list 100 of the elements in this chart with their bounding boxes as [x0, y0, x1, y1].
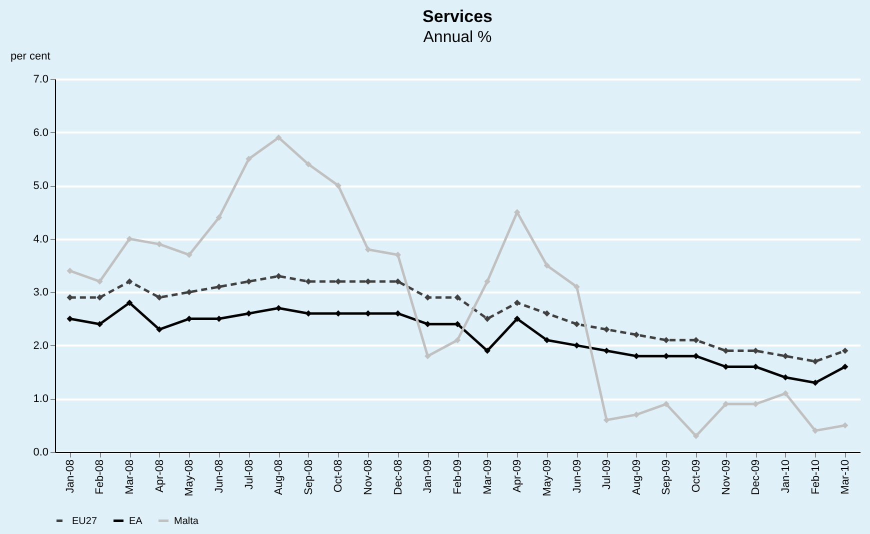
point	[96, 320, 103, 328]
point	[454, 294, 461, 301]
y-tick-label: 2.0	[33, 340, 48, 352]
point	[394, 310, 402, 317]
point	[842, 364, 848, 370]
point	[454, 320, 461, 328]
point	[246, 156, 252, 162]
point	[574, 320, 580, 328]
point	[692, 432, 700, 440]
point	[544, 336, 550, 344]
x-tick-label: Feb-08	[94, 460, 106, 494]
legend-label: Malta	[174, 516, 199, 527]
point	[186, 252, 192, 258]
x-tick-label: May-08	[184, 460, 196, 496]
point	[782, 352, 789, 360]
point	[216, 284, 222, 290]
point	[96, 294, 103, 301]
point	[544, 310, 550, 317]
point	[782, 390, 789, 397]
point	[186, 288, 192, 296]
x-tick-label: Jul-08	[243, 460, 256, 490]
x-tick-label: Mar-10	[840, 460, 852, 494]
point	[364, 278, 372, 285]
x-tick-label: Jan-08	[64, 460, 76, 494]
x-tick-label: Dec-08	[392, 460, 404, 495]
point	[603, 348, 610, 354]
point	[663, 352, 670, 360]
y-tick-label: 7.0	[33, 74, 48, 86]
point	[126, 278, 133, 285]
point	[722, 400, 729, 408]
y-tick-label: 5.0	[33, 180, 48, 192]
point	[156, 294, 163, 301]
point	[305, 161, 312, 168]
point	[484, 278, 490, 285]
point	[692, 352, 700, 360]
point	[514, 316, 520, 322]
point	[275, 304, 282, 312]
point	[842, 348, 848, 354]
chart-title: Services	[422, 7, 492, 26]
x-tick-label: Jul-09	[601, 460, 614, 490]
x-tick-label: Oct-09	[690, 460, 703, 493]
legend-label: EU27	[72, 516, 98, 527]
x-tick-label: Oct-08	[332, 460, 345, 493]
point	[603, 416, 610, 424]
x-tick-label: Feb-09	[452, 460, 464, 494]
x-tick-label: May-09	[541, 460, 554, 496]
point	[574, 342, 580, 349]
x-tick-label: Jan-09	[422, 460, 434, 494]
x-tick-label: Apr-09	[512, 460, 524, 493]
point	[126, 236, 133, 242]
point	[424, 294, 431, 301]
point	[812, 380, 818, 386]
y-axis-title: per cent	[10, 50, 50, 62]
point	[156, 241, 163, 248]
point	[394, 252, 402, 258]
x-tick-label: Dec-09	[750, 460, 762, 495]
legend-label: EA	[129, 516, 143, 527]
point	[663, 400, 670, 408]
point	[275, 272, 282, 280]
x-tick-label: Nov-08	[362, 460, 375, 495]
x-tick-label: Mar-08	[124, 460, 136, 494]
point	[216, 214, 222, 221]
point	[335, 278, 342, 285]
point	[484, 348, 490, 354]
point	[603, 326, 610, 333]
y-tick-label: 6.0	[33, 126, 48, 139]
point	[424, 352, 431, 360]
x-tick-label: Aug-08	[273, 460, 286, 495]
point	[66, 268, 74, 274]
point	[275, 134, 282, 141]
point	[364, 246, 372, 253]
point	[246, 278, 252, 285]
x-tick-label: Mar-09	[482, 460, 494, 494]
x-tick-label: Aug-09	[630, 460, 643, 495]
point	[96, 278, 103, 285]
y-tick-label: 0.0	[33, 446, 48, 458]
x-tick-label: Jun-08	[213, 460, 226, 494]
x-tick-label: Sep-08	[302, 460, 315, 495]
x-tick-label: Apr-08	[154, 460, 166, 493]
y-tick-label: 1.0	[33, 393, 48, 406]
point	[544, 262, 550, 269]
point	[782, 374, 789, 381]
x-tick-label: Jan-10	[780, 460, 792, 494]
point	[514, 209, 520, 216]
x-tick-label: Jun-09	[571, 460, 584, 494]
point	[335, 182, 342, 189]
point	[246, 310, 252, 317]
point	[394, 278, 402, 285]
x-tick-label: Nov-09	[720, 460, 732, 495]
point	[514, 300, 520, 306]
point	[692, 336, 700, 344]
y-tick-label: 3.0	[33, 286, 48, 299]
point	[484, 316, 490, 322]
point	[633, 332, 640, 338]
point	[335, 310, 342, 317]
y-tick-label: 4.0	[33, 233, 48, 246]
point	[424, 320, 431, 328]
x-tick-label: Sep-09	[660, 460, 673, 495]
point	[156, 326, 163, 333]
point	[454, 336, 461, 344]
